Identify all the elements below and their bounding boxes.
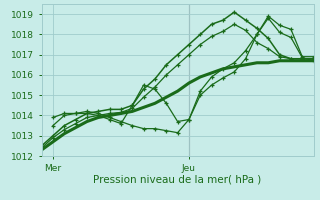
X-axis label: Pression niveau de la mer( hPa ): Pression niveau de la mer( hPa ) — [93, 174, 262, 184]
